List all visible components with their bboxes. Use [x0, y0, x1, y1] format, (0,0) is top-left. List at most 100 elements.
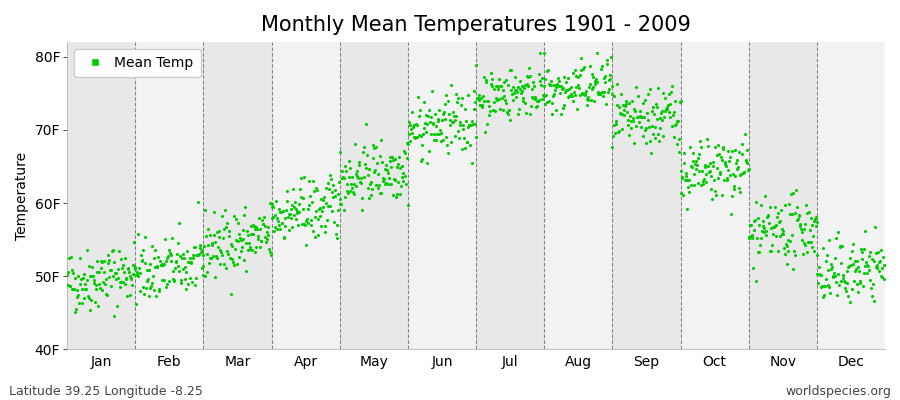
Point	[192, 251, 206, 257]
Point	[734, 171, 748, 177]
Point	[550, 81, 564, 88]
Point	[624, 118, 638, 124]
Point	[436, 108, 451, 115]
Point	[432, 107, 446, 113]
Point	[275, 220, 290, 226]
Point	[744, 222, 759, 228]
Point	[859, 259, 873, 265]
Point	[459, 139, 473, 145]
Point	[383, 158, 398, 164]
Point	[189, 275, 203, 282]
Point	[611, 128, 625, 135]
Point	[324, 176, 338, 182]
Point	[99, 291, 113, 297]
Point	[758, 193, 772, 199]
Point	[866, 281, 880, 288]
Point	[187, 244, 202, 250]
Point	[362, 166, 376, 172]
Point	[123, 292, 138, 298]
Point	[364, 192, 378, 198]
Point	[578, 92, 592, 98]
Point	[518, 109, 533, 116]
Point	[668, 122, 682, 128]
Point	[464, 122, 478, 128]
Point	[800, 248, 814, 255]
Point	[169, 259, 184, 266]
Point	[558, 88, 572, 95]
Point	[629, 122, 643, 129]
Point	[373, 153, 387, 159]
Point	[622, 100, 636, 106]
Point	[648, 135, 662, 141]
Point	[824, 266, 838, 272]
Point	[110, 303, 124, 309]
Point	[867, 257, 881, 264]
Point	[581, 94, 596, 100]
Point	[102, 274, 116, 280]
Point	[392, 154, 406, 161]
Point	[844, 248, 859, 254]
Point	[809, 214, 824, 220]
Point	[600, 57, 615, 64]
Point	[834, 260, 849, 266]
Point	[186, 252, 201, 258]
Point	[116, 262, 130, 268]
Point	[134, 252, 148, 258]
Point	[842, 262, 856, 269]
Point	[319, 184, 333, 191]
Point	[292, 201, 307, 208]
Point	[724, 148, 739, 154]
Point	[469, 134, 483, 141]
Point	[539, 68, 554, 74]
Point	[86, 264, 100, 270]
Point	[734, 140, 749, 147]
Point	[776, 228, 790, 234]
Point	[537, 92, 552, 99]
Point	[722, 158, 736, 164]
Point	[623, 113, 637, 119]
Point	[637, 127, 652, 134]
Point	[807, 248, 822, 254]
Point	[233, 247, 248, 254]
Point	[842, 254, 857, 261]
Point	[785, 232, 799, 238]
Point	[687, 171, 701, 178]
Point	[125, 282, 140, 288]
Point	[332, 179, 347, 185]
Point	[168, 258, 183, 265]
Point	[379, 180, 393, 186]
Point	[385, 192, 400, 198]
Point	[821, 282, 835, 288]
Point	[167, 265, 182, 272]
Point	[704, 185, 718, 192]
Point	[467, 88, 482, 94]
Point	[696, 178, 710, 184]
Point	[155, 277, 169, 283]
Point	[504, 67, 518, 74]
Point	[412, 132, 427, 138]
Point	[605, 143, 619, 150]
Point	[320, 180, 335, 186]
Point	[814, 283, 829, 289]
Point	[292, 186, 307, 192]
Point	[396, 177, 410, 184]
Point	[706, 176, 721, 183]
Point	[702, 169, 716, 175]
Point	[549, 84, 563, 91]
Point	[505, 90, 519, 97]
Point	[650, 116, 664, 122]
Point	[763, 248, 778, 254]
Point	[429, 131, 444, 137]
Point	[132, 265, 147, 272]
Point	[841, 264, 855, 271]
Point	[301, 220, 315, 226]
Point	[738, 131, 752, 137]
Point	[415, 155, 429, 162]
Point	[86, 273, 100, 279]
Point	[732, 185, 746, 191]
Point	[708, 192, 723, 198]
Point	[294, 221, 309, 227]
Point	[226, 259, 240, 265]
Point	[244, 223, 258, 229]
Point	[182, 259, 196, 265]
